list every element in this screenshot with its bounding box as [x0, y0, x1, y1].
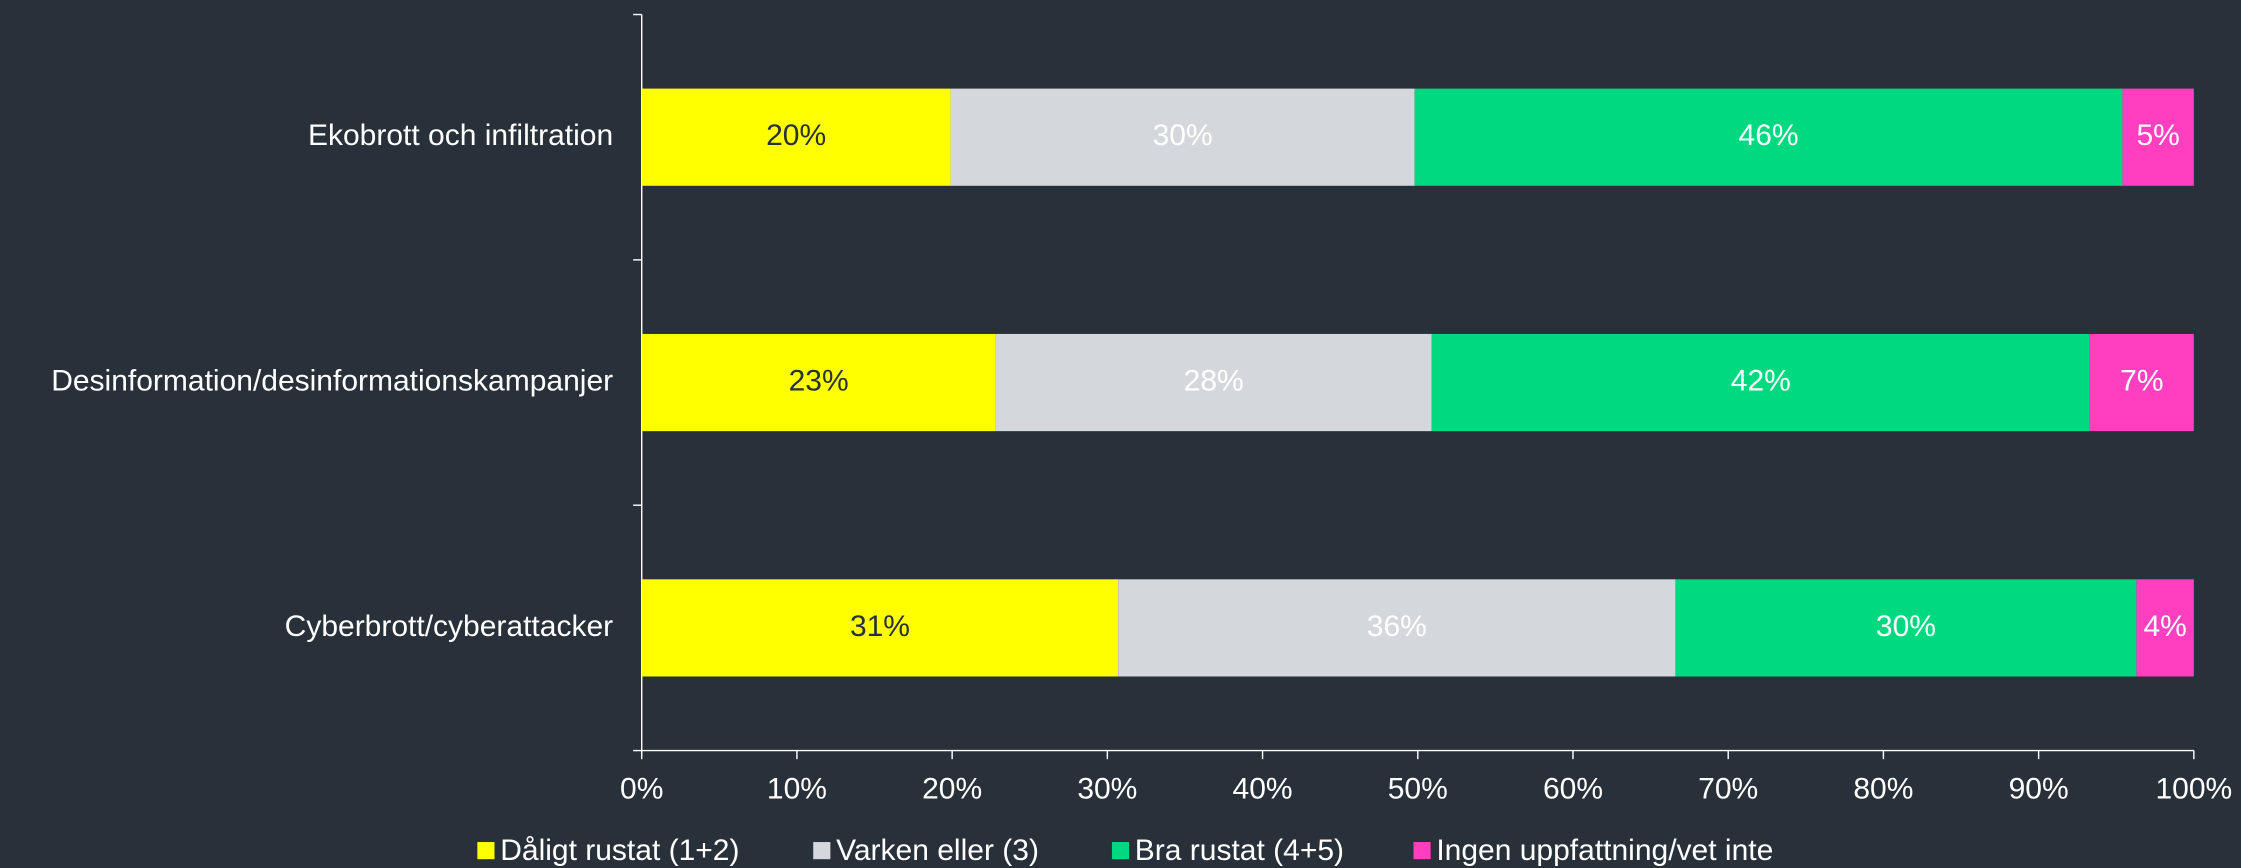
bar-segment [1414, 88, 2123, 186]
legend-swatch [1111, 842, 1130, 860]
bar-segment [2136, 579, 2194, 677]
category-label: Desinformation/desinformationskampanjer [51, 364, 613, 397]
data-label: 46% [1739, 119, 1799, 152]
bar-segment [641, 333, 996, 432]
legend-label: Dåligt rustat (1+2) [500, 834, 739, 867]
bar-segment [2122, 88, 2194, 186]
data-label: 4% [2143, 610, 2186, 643]
x-tick-label: 20% [922, 773, 982, 806]
data-label: 30% [1876, 610, 1936, 643]
x-tick-label: 10% [767, 773, 827, 806]
x-tick-label: 30% [1077, 773, 1137, 806]
x-tick-label: 100% [2155, 773, 2232, 806]
data-label: 7% [2120, 364, 2163, 397]
bar-segment [950, 88, 1415, 186]
category-label: Cyberbrott/cyberattacker [285, 610, 613, 643]
bar-segment [641, 579, 1119, 677]
legend-label: Bra rustat (4+5) [1135, 834, 1344, 867]
data-label: 5% [2136, 119, 2179, 152]
bar-segment [1431, 333, 2090, 432]
data-label: 31% [850, 610, 910, 643]
legend-swatch [477, 842, 495, 860]
data-label: 20% [766, 119, 826, 152]
x-tick-label: 40% [1233, 773, 1293, 806]
legend-label: Ingen uppfattning/vet inte [1436, 834, 1773, 867]
bar-segment [1675, 579, 2137, 677]
data-label: 28% [1184, 364, 1244, 397]
data-label: 30% [1153, 119, 1213, 152]
bar-segment [2089, 333, 2194, 432]
x-tick-label: 60% [1543, 773, 1603, 806]
x-tick-label: 50% [1388, 773, 1448, 806]
x-tick-label: 70% [1698, 773, 1758, 806]
bar-segment [995, 333, 1432, 432]
data-label: 23% [789, 364, 849, 397]
legend-swatch [1413, 842, 1431, 860]
legend-label: Varken eller (3) [836, 834, 1039, 867]
category-label: Ekobrott och infiltration [308, 119, 613, 152]
x-tick-label: 90% [2009, 773, 2069, 806]
x-tick-label: 0% [620, 773, 663, 806]
bar-segment [641, 88, 951, 186]
data-label: 36% [1367, 610, 1427, 643]
x-tick-label: 80% [1853, 773, 1913, 806]
bar-segment [1118, 579, 1676, 677]
legend-swatch [813, 842, 831, 860]
data-label: 42% [1731, 364, 1791, 397]
